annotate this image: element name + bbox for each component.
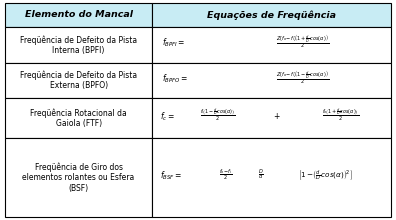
Text: Freqüência de Defeito da Pista
Externa (BPFO): Freqüência de Defeito da Pista Externa (… (20, 71, 137, 90)
Text: Freqüência Rotacional da
Gaiola (FTF): Freqüência Rotacional da Gaiola (FTF) (30, 108, 127, 128)
Text: $\frac{f_i\!\left(1-\frac{d}{D}cos(\alpha)\right)}{2}$: $\frac{f_i\!\left(1-\frac{d}{D}cos(\alph… (200, 107, 236, 124)
Text: Freqüência de Defeito da Pista
Interna (BPFI): Freqüência de Defeito da Pista Interna (… (20, 35, 137, 55)
Bar (5, 98, 152, 138)
Text: $f_{BPFI}=$: $f_{BPFI}=$ (162, 37, 186, 49)
Text: $f_{BPFO}=$: $f_{BPFO}=$ (162, 72, 188, 84)
Text: $\frac{D}{d}$: $\frac{D}{d}$ (259, 168, 264, 182)
Text: $\frac{f_o\!-\!f_i}{2}$: $\frac{f_o\!-\!f_i}{2}$ (219, 167, 232, 183)
Bar (5, 3, 152, 27)
Bar (152, 27, 391, 63)
Text: $\left[1-\!\left(\frac{d}{D}cos(\alpha)\right)^{\!2}\right]$: $\left[1-\!\left(\frac{d}{D}cos(\alpha)\… (297, 168, 352, 182)
Text: $f_c=$: $f_c=$ (160, 110, 175, 123)
Text: $\frac{f_o\!\left(1+\frac{d}{D}cos(\alpha)\right)}{2}$: $\frac{f_o\!\left(1+\frac{d}{D}cos(\alph… (322, 107, 359, 124)
Text: Elemento do Mancal: Elemento do Mancal (25, 11, 133, 20)
Text: Freqüência de Giro dos
elementos rolantes ou Esfera
(BSF): Freqüência de Giro dos elementos rolante… (23, 163, 135, 193)
Bar (5, 63, 152, 98)
Text: Equações de Freqüência: Equações de Freqüência (208, 10, 336, 20)
Text: $\frac{Z(f_o\!-\!f_i)\!\left(1+\frac{d}{D}cos(\alpha)\right)}{2}$: $\frac{Z(f_o\!-\!f_i)\!\left(1+\frac{d}{… (276, 33, 329, 50)
Bar (5, 138, 152, 217)
Text: $f_{BSF}=$: $f_{BSF}=$ (160, 169, 182, 182)
Bar (5, 27, 152, 63)
Text: $+$: $+$ (273, 111, 281, 121)
Text: $\frac{Z(f_o\!-\!f_i)\!\left(1-\frac{d}{D}cos(\alpha)\right)}{2}$: $\frac{Z(f_o\!-\!f_i)\!\left(1-\frac{d}{… (276, 69, 329, 86)
Bar (152, 3, 391, 27)
Bar (152, 138, 391, 217)
Bar (152, 98, 391, 138)
Bar (152, 63, 391, 98)
